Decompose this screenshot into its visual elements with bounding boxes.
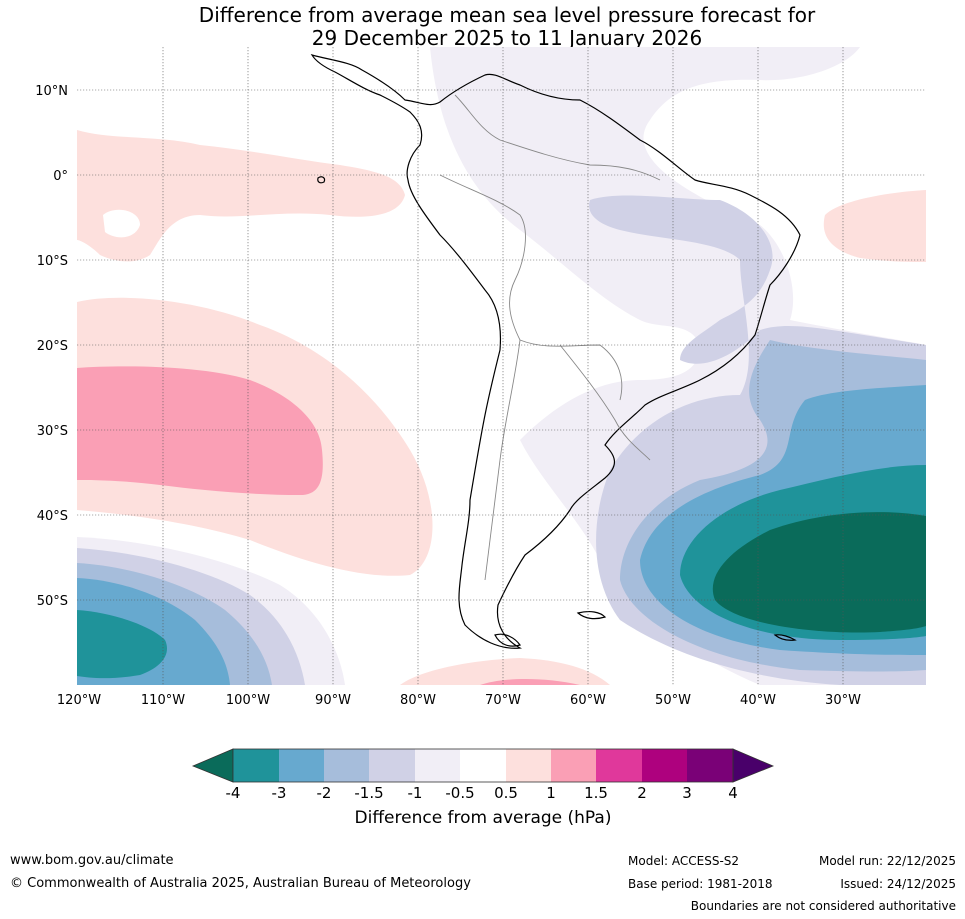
colorbar-tick: -2 (317, 784, 332, 802)
colorbar-segment (642, 749, 687, 782)
border-c (484, 339, 521, 581)
website-link[interactable]: www.bom.gov.au/climate (10, 853, 174, 868)
lon-label: 80°W (400, 693, 436, 708)
colorbar-tick: -3 (272, 784, 287, 802)
border-d (454, 94, 661, 181)
latitude-labels: 10°N 0° 10°S 20°S 30°S 40°S 50°S (35, 84, 68, 609)
lon-label: 110°W (141, 693, 185, 708)
field-sw-pacific-teal (77, 610, 168, 679)
field-atlantic-east-pink (823, 190, 926, 262)
country-borders (439, 94, 661, 581)
lon-label: 120°W (57, 693, 101, 708)
field-south-atlantic-dark-green (712, 512, 926, 633)
lon-label: 90°W (315, 693, 351, 708)
field-pacific-south-rose (77, 366, 323, 495)
colorbar-tick: -1 (408, 784, 423, 802)
title-line-2: 29 December 2025 to 11 January 2026 (311, 26, 703, 50)
south-georgia (773, 634, 797, 641)
colorbar-tick: 1 (546, 784, 556, 802)
colorbar-segment (551, 749, 596, 782)
model-name: Model: ACCESS-S2 (628, 854, 740, 868)
border-a (439, 174, 526, 341)
lat-label: 10°N (35, 84, 68, 99)
lon-label: 50°W (655, 693, 691, 708)
lon-label: 60°W (570, 693, 606, 708)
galapagos (317, 176, 326, 184)
colorbar-segment (279, 749, 324, 782)
colorbar-segment (324, 749, 369, 782)
colorbar-tick: 3 (682, 784, 692, 802)
colorbar: -4 -3 -2 -1.5 -1 -0.5 0.5 1 1.5 2 3 4 (191, 748, 775, 802)
colorbar-label: Difference from average (hPa) (354, 808, 612, 828)
model-run-date: Model run: 22/12/2025 (818, 854, 956, 868)
graticule (77, 47, 926, 685)
colorbar-tick: -1.5 (354, 784, 383, 802)
lat-label: 40°S (37, 509, 68, 524)
title-line-1: Difference from average mean sea level p… (198, 3, 816, 27)
field-pacific-north-pink (77, 130, 405, 262)
colorbar-segment (506, 749, 551, 782)
falkland-islands (576, 611, 607, 620)
field-southern-rose (480, 678, 580, 685)
field-southern-pink (400, 658, 610, 685)
map-title: Difference from average mean sea level p… (0, 4, 965, 50)
lon-label: 40°W (740, 693, 776, 708)
lon-label: 100°W (226, 693, 270, 708)
issued-date: Issued: 24/12/2025 (840, 877, 956, 891)
colorbar-tick: 0.5 (494, 784, 518, 802)
border-e (559, 344, 651, 461)
field-pacific-north-hole (103, 209, 140, 238)
south-america-coastline (310, 54, 801, 649)
colorbar-segment (596, 749, 642, 782)
colorbar-segment (233, 749, 279, 782)
colorbar-tick: -0.5 (445, 784, 474, 802)
anomaly-fields (77, 47, 926, 685)
colorbar-segment (369, 749, 415, 782)
lat-label: 20°S (37, 339, 68, 354)
colorbar-tick: 2 (637, 784, 647, 802)
colorbar-arrow-low (191, 748, 234, 783)
colorbar-segment (415, 749, 460, 782)
lon-label: 70°W (485, 693, 521, 708)
lat-label: 30°S (37, 424, 68, 439)
colorbar-tick: -4 (226, 784, 241, 802)
colorbar-tick: 1.5 (584, 784, 608, 802)
tierra-del-fuego (494, 633, 521, 647)
lat-label: 10°S (37, 254, 68, 269)
copyright-notice: © Commonwealth of Australia 2025, Austra… (10, 876, 471, 891)
longitude-labels: 120°W 110°W 100°W 90°W 80°W 70°W 60°W 50… (57, 693, 861, 708)
base-period: Base period: 1981-2018 (628, 877, 773, 891)
colorbar-tick: 4 (728, 784, 738, 802)
lat-label: 50°S (37, 594, 68, 609)
boundaries-disclaimer: Boundaries are not considered authoritat… (690, 899, 956, 913)
colorbar-arrow-high (732, 748, 775, 783)
colorbar-segment (687, 749, 733, 782)
colorbar-frame (232, 748, 734, 783)
colorbar-segment (460, 749, 506, 782)
lat-label: 0° (53, 169, 68, 184)
lon-label: 30°W (825, 693, 861, 708)
